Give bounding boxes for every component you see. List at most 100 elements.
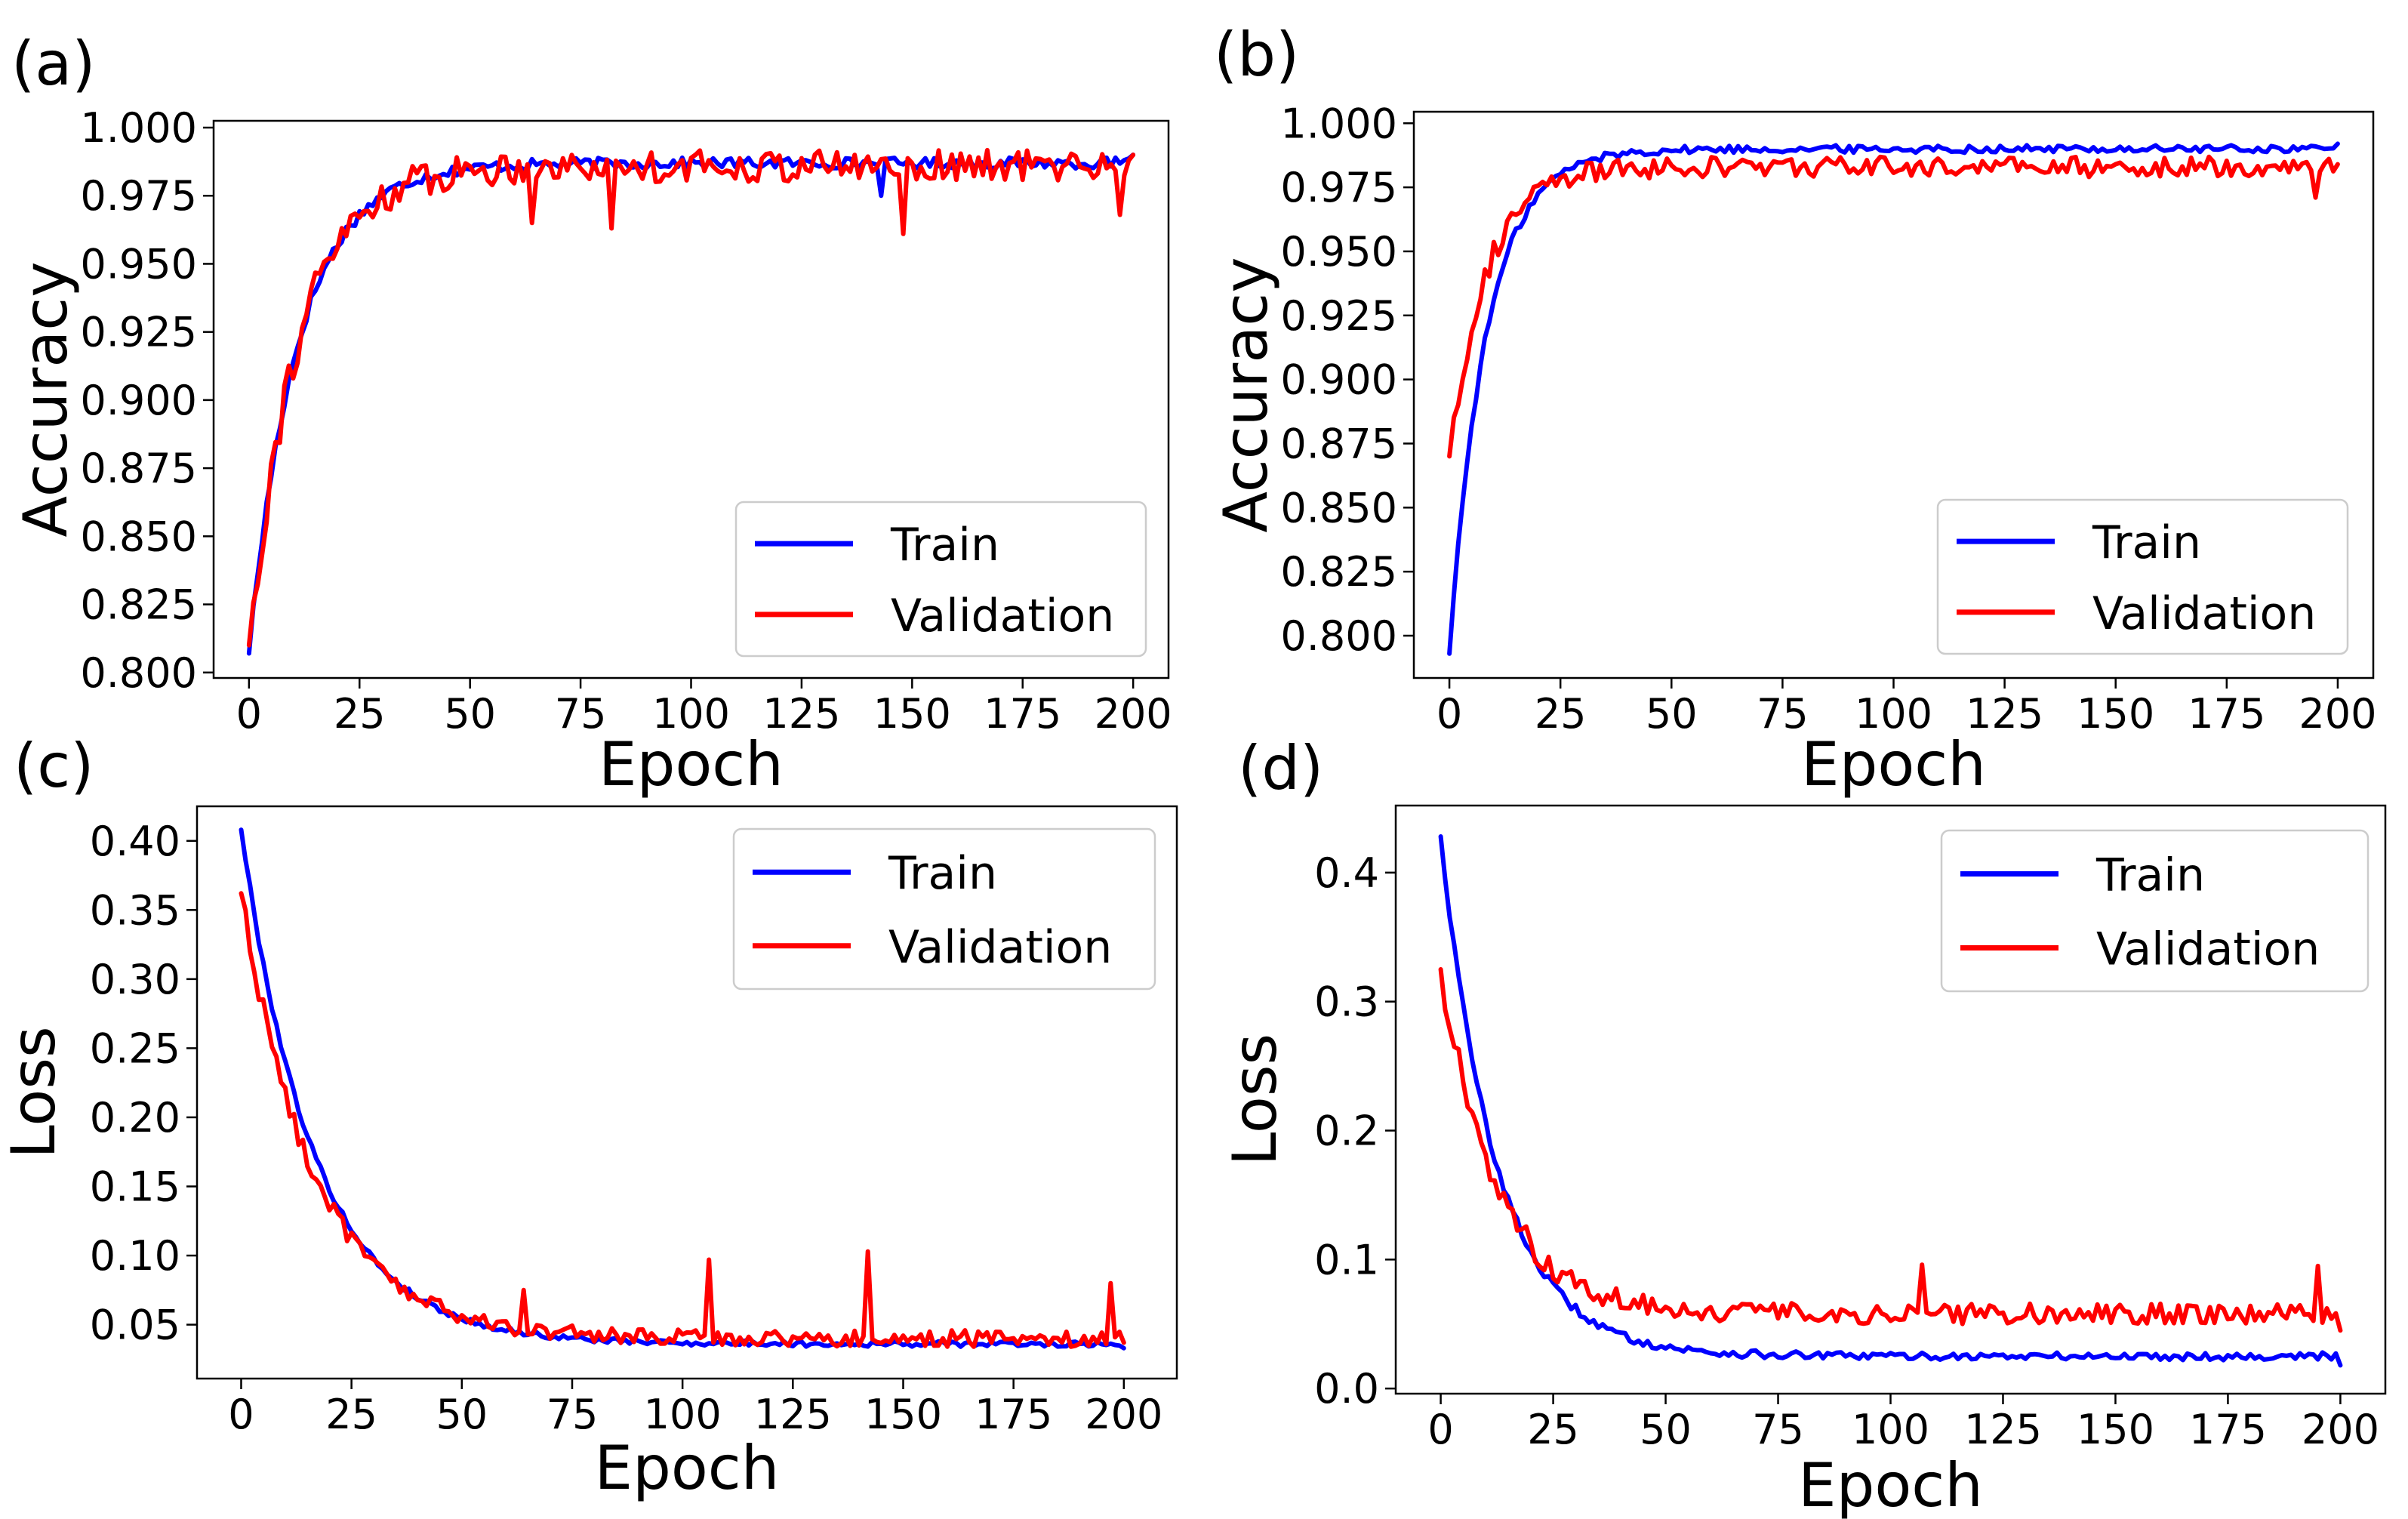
x-axis-label: Epoch (595, 1433, 780, 1503)
legend-validation-label: Validation (2092, 587, 2316, 640)
x-tick-label: 200 (1095, 690, 1172, 738)
y-tick-label: 1.000 (80, 104, 197, 152)
legend-validation-label: Validation (2096, 923, 2320, 975)
x-tick-label: 125 (1964, 1406, 2042, 1453)
x-tick-label: 25 (1527, 1406, 1579, 1453)
chart-panel-c: (c) 0 25 50 75 100 125 150 175 200 0.05 0.10 0.15 0.2… (0, 731, 1178, 1503)
y-tick-label: 1.000 (1280, 100, 1397, 147)
y-tick-label: 0.900 (80, 377, 197, 424)
x-tick-label: 75 (1757, 690, 1809, 738)
plot-area (1447, 141, 2340, 656)
x-tick-label: 150 (2077, 1406, 2154, 1453)
x-tick-label: 175 (975, 1391, 1052, 1438)
x-tick-label: 75 (555, 690, 607, 738)
y-tick-label: 0.950 (80, 240, 197, 288)
y-tick-label: 0.825 (1280, 548, 1397, 596)
y-tick-label: 0.25 (90, 1024, 180, 1072)
chart-panel-b: (b) 0 25 50 75 100 125 150 175 200 0.800 0.825 0.850… (1211, 20, 2376, 800)
legend-train-label: Train (2095, 849, 2205, 902)
validation-series-line (1447, 154, 2340, 459)
y-tick-label: 0.10 (90, 1232, 180, 1280)
panel-label: (b) (1214, 20, 1299, 90)
x-tick-label: 200 (1085, 1391, 1162, 1438)
legend-box (734, 501, 1147, 658)
x-tick-label: 150 (2077, 690, 2154, 738)
y-tick-label: 0.30 (90, 956, 180, 1003)
panel-label: (c) (14, 731, 94, 801)
x-tick-label: 0 (228, 1391, 254, 1438)
legend-box (732, 827, 1156, 991)
y-tick-label: 0.925 (1280, 292, 1397, 340)
axes-frame (196, 805, 1178, 1380)
y-tick-label: 0.35 (90, 886, 180, 934)
y-tick-label: 0.40 (90, 818, 180, 865)
validation-series-line (246, 147, 1136, 648)
x-tick-label: 200 (2302, 1406, 2379, 1453)
x-tick-label: 150 (864, 1391, 942, 1438)
y-tick-label: 0.900 (1280, 356, 1397, 404)
x-axis-label: Epoch (1798, 1450, 1983, 1519)
x-tick-label: 0 (1427, 1406, 1453, 1453)
y-tick-label: 0.1 (1314, 1236, 1379, 1283)
y-tick-label: 0.925 (80, 309, 197, 356)
legend: Train Validation (734, 501, 1147, 658)
x-tick-label: 50 (1640, 1406, 1692, 1453)
x-tick-label: 175 (984, 690, 1061, 738)
y-tick-label: 0.05 (90, 1302, 180, 1349)
x-tick-label: 100 (644, 1391, 722, 1438)
x-tick-label: 75 (547, 1391, 599, 1438)
panel-label: (a) (11, 29, 95, 99)
train-series-line (1447, 141, 2340, 656)
chart-panel-d: (d) 0 25 50 75 100 125 150 175 200 0.0 0.1 0.2 0.3 0.4… (1220, 733, 2387, 1519)
y-axis-label: Accuracy (1211, 257, 1281, 532)
y-tick-label: 0.4 (1314, 849, 1379, 897)
legend: Train Validation (1936, 498, 2349, 655)
y-axis-label: Accuracy (11, 261, 81, 537)
legend-validation-label: Validation (888, 921, 1112, 974)
plot-area (1438, 834, 2343, 1368)
y-tick-label: 0.975 (1280, 164, 1397, 211)
x-tick-label: 25 (325, 1391, 377, 1438)
y-tick-label: 0.20 (90, 1094, 180, 1142)
validation-series-line (1438, 967, 2343, 1333)
y-tick-label: 0.3 (1314, 978, 1379, 1026)
y-tick-label: 0.0 (1314, 1365, 1379, 1413)
panel-label: (d) (1238, 733, 1323, 803)
legend-train-label: Train (2092, 516, 2201, 569)
legend: Train Validation (732, 827, 1156, 991)
x-tick-label: 125 (754, 1391, 832, 1438)
x-axis-label: Epoch (599, 729, 784, 800)
legend-train-label: Train (888, 847, 997, 900)
legend-box (1936, 498, 2349, 655)
y-tick-label: 0.975 (80, 172, 197, 220)
y-tick-label: 0.825 (80, 581, 197, 629)
y-axis-label: Loss (1220, 1034, 1290, 1166)
plot-area (239, 827, 1126, 1351)
x-tick-label: 100 (1852, 1406, 1929, 1453)
y-tick-label: 0.950 (1280, 228, 1397, 276)
y-tick-label: 0.800 (80, 649, 197, 697)
x-tick-label: 100 (652, 690, 730, 738)
chart-panel-a: (a) 0 25 50 75 100 125 150 175 200 0.800 0.825 0.850… (11, 29, 1172, 800)
plot-area (246, 147, 1136, 656)
x-tick-label: 175 (2188, 690, 2265, 738)
y-tick-label: 0.15 (90, 1163, 180, 1211)
legend-train-label: Train (890, 519, 999, 572)
y-tick-label: 0.850 (1280, 484, 1397, 531)
y-tick-label: 0.875 (80, 445, 197, 492)
y-tick-label: 0.875 (1280, 420, 1397, 467)
y-tick-label: 0.800 (1280, 612, 1397, 660)
y-tick-label: 0.2 (1314, 1108, 1379, 1155)
x-tick-label: 175 (2189, 1406, 2267, 1453)
x-tick-label: 25 (334, 690, 386, 738)
y-axis-label: Loss (0, 1026, 69, 1158)
x-tick-label: 50 (436, 1391, 488, 1438)
x-tick-label: 200 (2299, 690, 2376, 738)
x-tick-label: 0 (1436, 690, 1462, 738)
x-tick-label: 0 (236, 690, 262, 738)
x-axis-label: Epoch (1801, 729, 1986, 800)
x-tick-label: 75 (1752, 1406, 1804, 1453)
x-tick-label: 50 (1646, 690, 1698, 738)
legend-box (1940, 829, 2370, 993)
